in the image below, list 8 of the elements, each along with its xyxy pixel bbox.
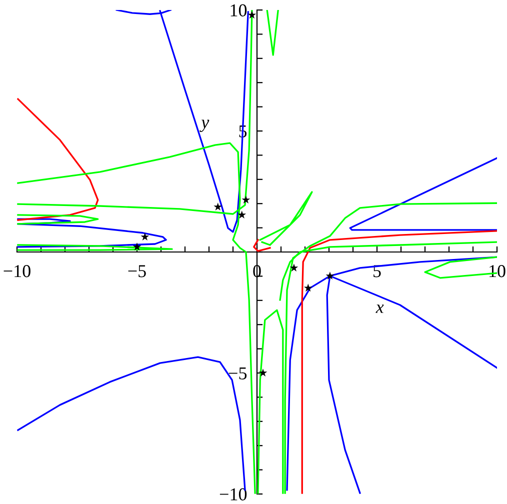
y-tick-label: −10: [220, 488, 247, 500]
y-tick-label: −5: [228, 367, 247, 380]
x-tick-label: 10: [490, 265, 506, 278]
y-tick-label: 10: [230, 4, 247, 16]
x-axis-title: x: [376, 304, 384, 313]
y-axis-title: y: [200, 120, 210, 132]
x-tick-label: −5: [128, 265, 146, 278]
x-tick-label: −10: [4, 265, 30, 278]
